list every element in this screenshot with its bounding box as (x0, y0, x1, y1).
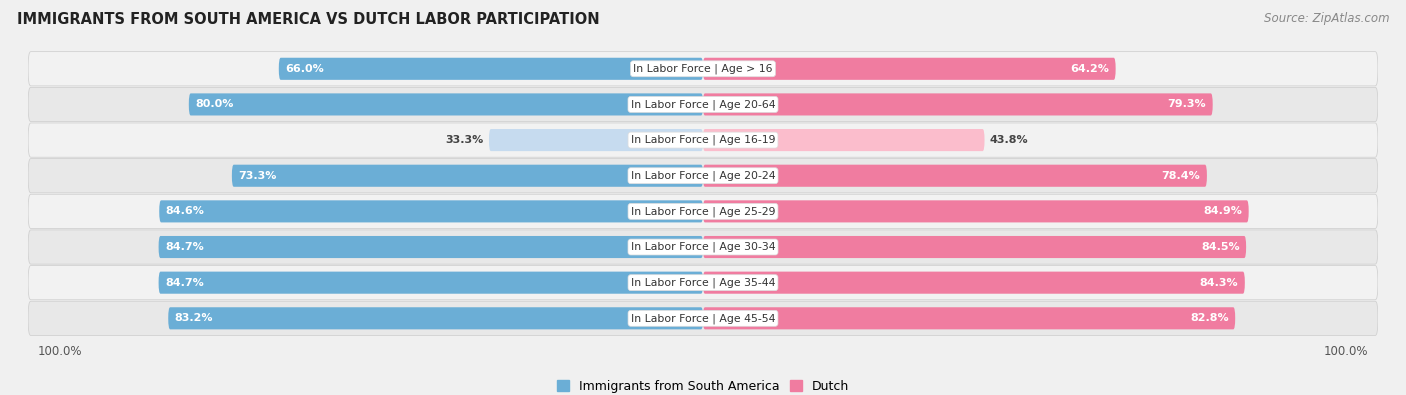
Text: In Labor Force | Age 20-64: In Labor Force | Age 20-64 (631, 99, 775, 110)
Text: 84.9%: 84.9% (1204, 206, 1243, 216)
Text: 43.8%: 43.8% (990, 135, 1028, 145)
FancyBboxPatch shape (489, 129, 703, 151)
Text: 73.3%: 73.3% (238, 171, 277, 181)
FancyBboxPatch shape (28, 87, 1378, 122)
FancyBboxPatch shape (159, 236, 703, 258)
Text: In Labor Force | Age > 16: In Labor Force | Age > 16 (633, 64, 773, 74)
Text: 80.0%: 80.0% (195, 100, 233, 109)
FancyBboxPatch shape (28, 230, 1378, 264)
Text: 84.3%: 84.3% (1199, 278, 1239, 288)
FancyBboxPatch shape (28, 301, 1378, 335)
FancyBboxPatch shape (159, 200, 703, 222)
Text: 78.4%: 78.4% (1161, 171, 1201, 181)
Text: 84.7%: 84.7% (165, 278, 204, 288)
FancyBboxPatch shape (703, 165, 1206, 187)
FancyBboxPatch shape (28, 52, 1378, 86)
Text: 79.3%: 79.3% (1167, 100, 1206, 109)
Text: 84.6%: 84.6% (166, 206, 204, 216)
Text: In Labor Force | Age 16-19: In Labor Force | Age 16-19 (631, 135, 775, 145)
FancyBboxPatch shape (28, 159, 1378, 193)
FancyBboxPatch shape (703, 236, 1246, 258)
FancyBboxPatch shape (703, 129, 984, 151)
FancyBboxPatch shape (169, 307, 703, 329)
FancyBboxPatch shape (703, 272, 1244, 294)
Text: In Labor Force | Age 25-29: In Labor Force | Age 25-29 (631, 206, 775, 216)
FancyBboxPatch shape (159, 272, 703, 294)
Text: In Labor Force | Age 30-34: In Labor Force | Age 30-34 (631, 242, 775, 252)
FancyBboxPatch shape (278, 58, 703, 80)
Text: 84.5%: 84.5% (1201, 242, 1240, 252)
Text: 33.3%: 33.3% (446, 135, 484, 145)
Text: In Labor Force | Age 35-44: In Labor Force | Age 35-44 (631, 277, 775, 288)
Text: 84.7%: 84.7% (165, 242, 204, 252)
Text: In Labor Force | Age 45-54: In Labor Force | Age 45-54 (631, 313, 775, 324)
Text: 64.2%: 64.2% (1070, 64, 1109, 74)
FancyBboxPatch shape (703, 58, 1115, 80)
Text: In Labor Force | Age 20-24: In Labor Force | Age 20-24 (631, 171, 775, 181)
Text: 66.0%: 66.0% (285, 64, 323, 74)
Text: IMMIGRANTS FROM SOUTH AMERICA VS DUTCH LABOR PARTICIPATION: IMMIGRANTS FROM SOUTH AMERICA VS DUTCH L… (17, 12, 599, 27)
FancyBboxPatch shape (703, 200, 1249, 222)
FancyBboxPatch shape (28, 194, 1378, 228)
FancyBboxPatch shape (703, 307, 1236, 329)
FancyBboxPatch shape (232, 165, 703, 187)
FancyBboxPatch shape (703, 93, 1213, 115)
Text: 82.8%: 82.8% (1189, 313, 1229, 324)
Text: Source: ZipAtlas.com: Source: ZipAtlas.com (1264, 12, 1389, 25)
Legend: Immigrants from South America, Dutch: Immigrants from South America, Dutch (551, 375, 855, 395)
Text: 83.2%: 83.2% (174, 313, 214, 324)
FancyBboxPatch shape (28, 123, 1378, 157)
FancyBboxPatch shape (28, 265, 1378, 300)
FancyBboxPatch shape (188, 93, 703, 115)
